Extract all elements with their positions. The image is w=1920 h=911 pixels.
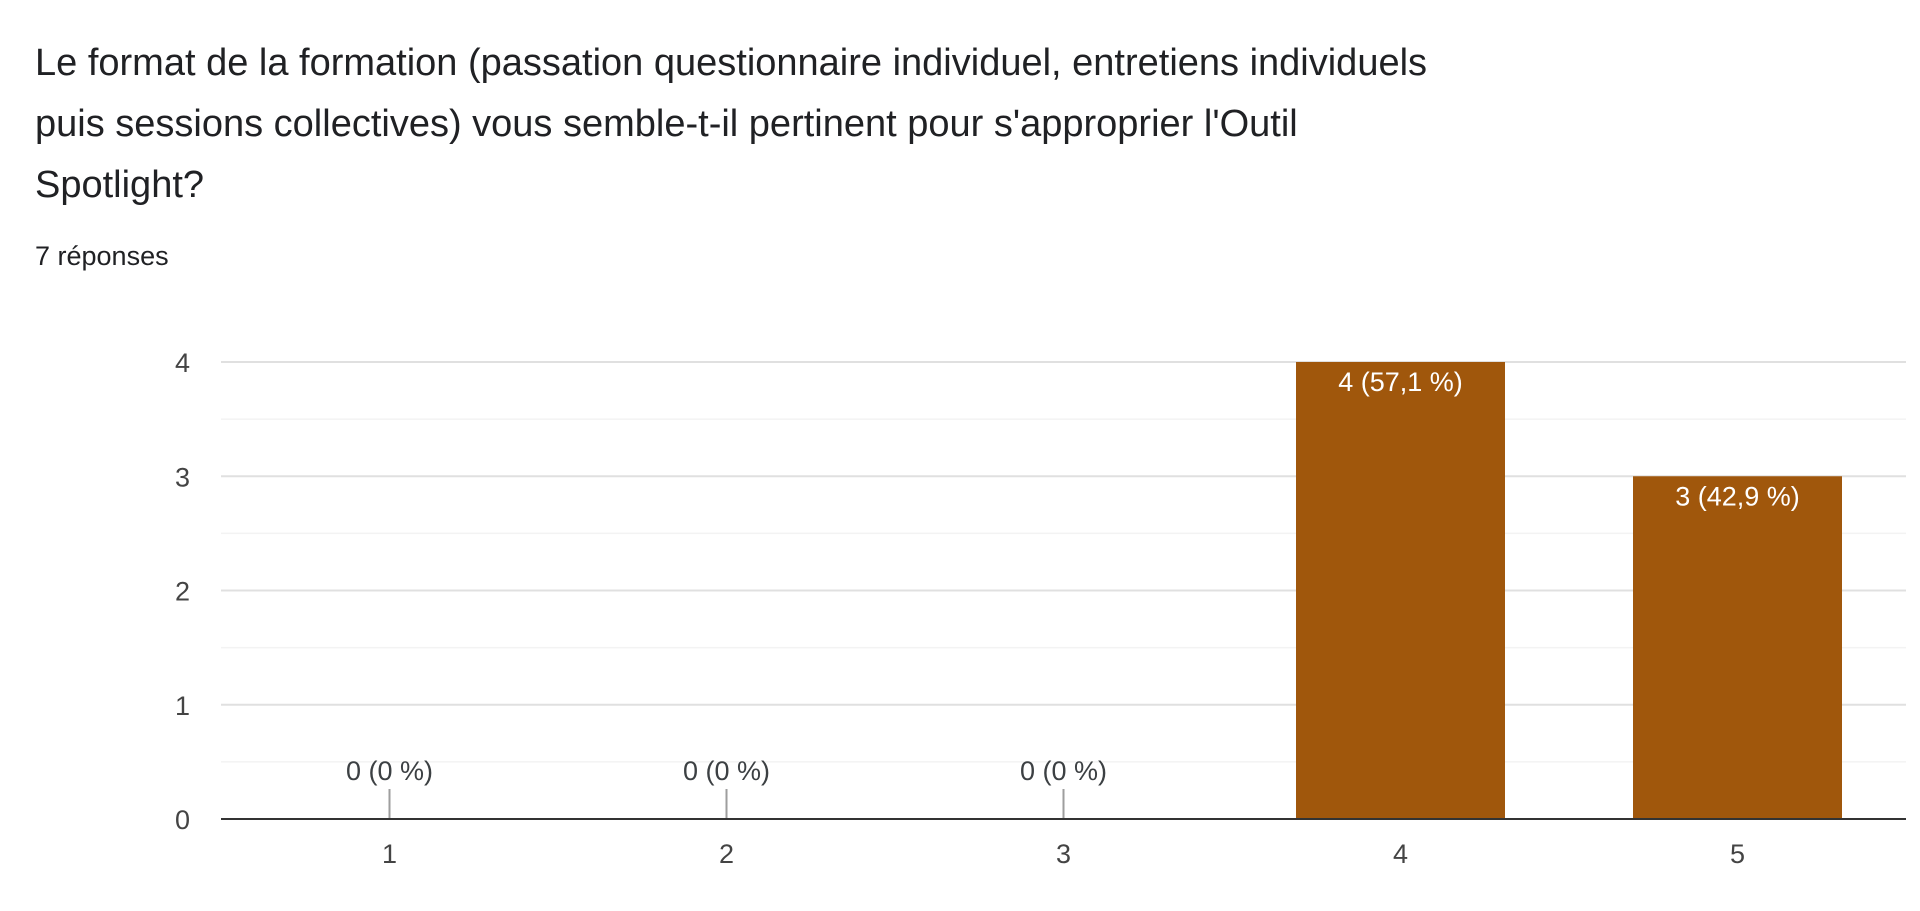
bar-data-label: 4 (57,1 %) (1338, 367, 1463, 397)
x-tick-label: 2 (719, 839, 734, 869)
x-tick-label: 3 (1056, 839, 1071, 869)
y-tick-label: 4 (175, 348, 190, 378)
question-title: Le format de la formation (passation que… (35, 33, 1595, 216)
response-count: 7 réponses (35, 241, 169, 271)
chart-gridlines (221, 361, 1906, 763)
bar-data-label: 0 (0 %) (683, 756, 770, 786)
bar (1296, 362, 1505, 819)
question-title-line-2: puis sessions collectives) vous semble-t… (35, 103, 1298, 145)
question-title-line-1: Le format de la formation (passation que… (35, 42, 1428, 84)
bar-data-label: 3 (42,9 %) (1675, 481, 1800, 511)
chart-bars (388, 362, 1842, 819)
x-tick-label: 4 (1393, 839, 1408, 869)
x-tick-label: 1 (382, 839, 397, 869)
y-tick-label: 2 (175, 577, 190, 607)
bar-data-label: 0 (0 %) (1020, 756, 1107, 786)
x-tick-label: 5 (1730, 839, 1745, 869)
bar (1633, 476, 1842, 819)
question-title-line-3: Spotlight? (35, 164, 205, 206)
y-tick-label: 3 (175, 462, 190, 492)
chart-labels: 0 1 2 3 4 0 (0 %) 1 0 (0 %) 2 0 (0 %) 3 4 (57,1 %) 4… (175, 348, 1800, 869)
bar-data-label: 0 (0 %) (346, 756, 433, 786)
y-tick-label: 1 (175, 691, 190, 721)
y-tick-label: 0 (175, 805, 190, 835)
